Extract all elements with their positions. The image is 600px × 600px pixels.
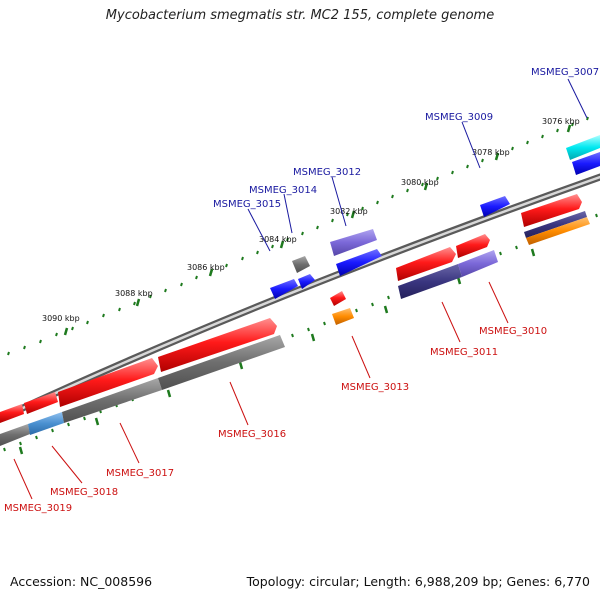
gene-feature[interactable]	[270, 279, 298, 299]
scale-track-outer	[7, 116, 589, 356]
gene-label-msmeg-3019[interactable]: MSMEG_3019	[4, 503, 72, 514]
scale-label: 3078 kbp	[472, 148, 510, 157]
scale-label: 3084 kbp	[259, 235, 297, 244]
gene-label-msmeg-3014[interactable]: MSMEG_3014	[249, 185, 317, 196]
scale-label: 3076 kbp	[542, 117, 580, 126]
gene-feature[interactable]	[58, 358, 158, 407]
genes-forward-track	[0, 194, 582, 423]
gene-label-msmeg-3007[interactable]: MSMEG_3007	[531, 67, 599, 78]
gene-label-msmeg-3018[interactable]: MSMEG_3018	[50, 487, 118, 498]
gene-label-msmeg-3017[interactable]: MSMEG_3017	[106, 468, 174, 479]
gene-feature[interactable]	[480, 196, 510, 217]
scale-label: 3088 kbp	[115, 289, 153, 298]
scale-label: 3090 kbp	[42, 314, 80, 323]
gene-feature[interactable]	[330, 229, 377, 256]
gene-feature[interactable]	[0, 404, 24, 423]
gene-feature[interactable]	[336, 249, 382, 276]
gene-feature[interactable]	[524, 211, 587, 238]
map-title: Mycobacterium smegmatis str. MC2 155, co…	[105, 8, 495, 23]
gene-label-msmeg-3009[interactable]: MSMEG_3009	[425, 112, 493, 123]
scale-label: 3080 kbp	[401, 178, 439, 187]
gene-label-msmeg-3015[interactable]: MSMEG_3015	[213, 199, 281, 210]
gene-feature[interactable]	[572, 152, 600, 175]
gene-feature[interactable]	[458, 250, 498, 277]
gene-feature[interactable]	[330, 291, 346, 306]
gene-feature[interactable]	[0, 424, 30, 446]
gene-feature[interactable]	[566, 135, 600, 160]
accession-text: Accession: NC_008596	[10, 574, 153, 589]
genes-reverse-track	[0, 211, 590, 446]
scale-label: 3082 kbp	[330, 207, 368, 216]
gene-feature[interactable]	[24, 392, 58, 414]
gene-feature[interactable]	[526, 217, 590, 245]
gene-label-msmeg-3010[interactable]: MSMEG_3010	[479, 326, 547, 337]
gene-feature[interactable]	[28, 412, 64, 435]
genome-stats-text: Topology: circular; Length: 6,988,209 bp…	[246, 574, 590, 589]
gene-label-msmeg-3011[interactable]: MSMEG_3011	[430, 347, 498, 358]
gene-feature[interactable]	[332, 308, 354, 325]
genes-forward-outer	[270, 135, 600, 299]
scale-label: 3086 kbp	[187, 263, 225, 272]
gene-feature[interactable]	[158, 335, 285, 390]
gene-feature[interactable]	[292, 256, 310, 273]
scale-labels: 3076 kbp 3078 kbp 3080 kbp 3082 kbp 3084…	[42, 117, 580, 323]
forward-gene-labels: MSMEG_3007 MSMEG_3009 MSMEG_3012 MSMEG_3…	[213, 67, 599, 252]
gene-feature[interactable]	[398, 264, 462, 299]
gene-feature[interactable]	[396, 247, 456, 281]
gene-label-msmeg-3016[interactable]: MSMEG_3016	[218, 429, 286, 440]
gene-feature[interactable]	[158, 318, 277, 372]
gene-label-msmeg-3013[interactable]: MSMEG_3013	[341, 382, 409, 393]
reverse-gene-labels: MSMEG_3010 MSMEG_3011 MSMEG_3013 MSMEG_3…	[4, 281, 547, 514]
scale-major-ticks-outer	[63, 124, 572, 336]
gene-feature[interactable]	[521, 194, 582, 227]
gene-feature[interactable]	[456, 234, 490, 258]
gene-feature[interactable]	[62, 378, 162, 423]
genome-backbone	[0, 173, 600, 423]
gene-label-msmeg-3012[interactable]: MSMEG_3012	[293, 167, 361, 178]
gene-feature[interactable]	[298, 274, 315, 289]
